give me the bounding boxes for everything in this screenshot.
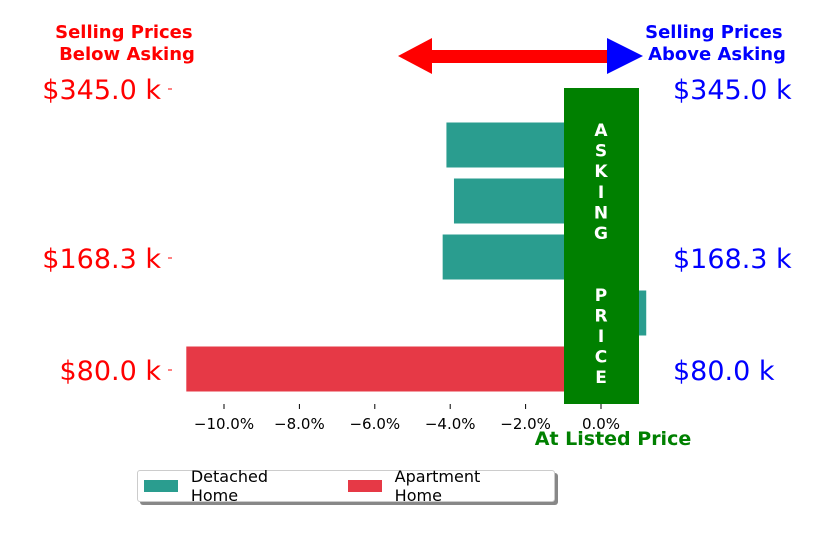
x-tick-label: −6.0% — [349, 415, 400, 433]
legend-swatch-detached — [144, 480, 178, 492]
left-arrowhead — [398, 38, 432, 74]
asking-price-letter: N — [594, 203, 608, 223]
x-axis: −10.0% −8.0% −6.0% −4.0% −2.0% 0.0% — [194, 404, 620, 433]
legend-item-apartment: Apartment Home — [347, 467, 532, 505]
bar-apartment-home-0 — [186, 346, 602, 392]
below-asking-label: Selling Prices Below Asking — [55, 22, 199, 65]
y-tick-label-left: $168.3 k — [42, 244, 161, 275]
asking-price-letter: C — [595, 348, 607, 368]
y-axis-labels: $345.0 k $168.3 k $80.0 k $345.0 k $168.3 k $… — [42, 75, 792, 387]
x-tick-label: −8.0% — [274, 415, 325, 433]
legend-label-detached: Detached Home — [190, 467, 269, 505]
y-tick-label-left: $80.0 k — [59, 356, 161, 387]
right-arrowhead — [607, 38, 643, 74]
legend-swatch-apartment — [347, 480, 382, 492]
legend-label-apartment: Apartment Home — [394, 467, 481, 505]
asking-price-letter: I — [598, 183, 604, 203]
y-tick-label-right: $168.3 k — [673, 244, 792, 275]
x-tick-label: −4.0% — [425, 415, 476, 433]
asking-price-letter: P — [595, 286, 607, 306]
x-tick-label: 0.0% — [582, 415, 620, 433]
above-asking-label: Selling Prices Above Asking — [645, 22, 789, 65]
asking-price-letter: S — [595, 142, 607, 162]
x-tick-label: −10.0% — [194, 415, 254, 433]
asking-price-letter: A — [594, 121, 608, 141]
asking-price-letter: R — [594, 306, 607, 326]
y-tick-label-right: $80.0 k — [673, 356, 775, 387]
asking-price-letter: I — [598, 327, 604, 347]
asking-price-letter: K — [594, 162, 608, 182]
asking-price-letter: G — [594, 224, 608, 244]
y-tick-label-right: $345.0 k — [673, 75, 792, 106]
legend: Detached Home Apartment Home — [137, 467, 555, 505]
x-tick-label: −2.0% — [500, 415, 551, 433]
at-listed-price-label: At Listed Price — [535, 428, 691, 450]
y-tick-label-left: $345.0 k — [42, 75, 161, 106]
direction-arrow — [398, 38, 643, 74]
asking-price-letter: E — [595, 368, 607, 388]
legend-item-detached: Detached Home — [144, 467, 320, 505]
asking-price-rect — [564, 88, 639, 404]
